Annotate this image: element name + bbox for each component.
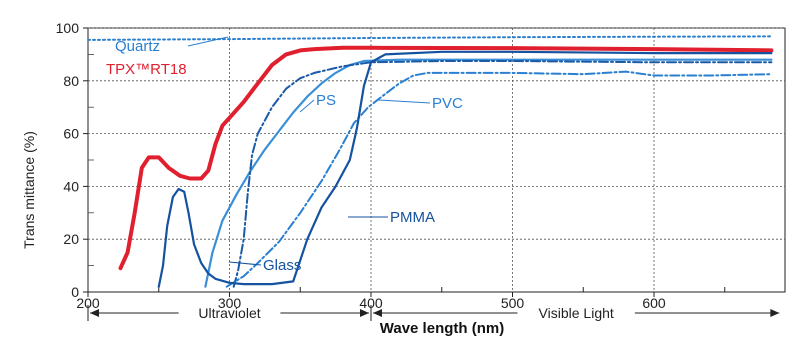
grid-lines xyxy=(88,27,785,292)
series-line-quartz xyxy=(87,35,773,41)
series-lines xyxy=(87,35,774,288)
y-axis-label: Trans mittance (%) xyxy=(21,131,37,249)
y-tick-label: 80 xyxy=(63,73,79,89)
x-tick-label: 300 xyxy=(218,295,242,311)
visible-light-label: Visible Light xyxy=(539,305,614,321)
x-tick-label: 400 xyxy=(359,295,383,311)
series-label-quartz: Quartz xyxy=(115,38,160,55)
series-label-glass: Glass xyxy=(263,257,301,274)
series-line-ps xyxy=(204,58,773,288)
series-label-ps: PS xyxy=(316,92,336,109)
x-tick-label: 500 xyxy=(501,295,525,311)
leader-line-pvc xyxy=(377,99,431,104)
y-tick-label: 100 xyxy=(56,20,80,36)
plot-area xyxy=(87,27,786,293)
region-arrow-head xyxy=(90,309,99,317)
plot-background xyxy=(87,27,786,293)
series-label-pvc: PVC xyxy=(432,95,463,112)
ultraviolet-label: Ultraviolet xyxy=(198,305,260,321)
y-tick-label: 60 xyxy=(63,126,79,142)
axes: 0 20 40 60 80 100 200 300 400 500 600 Ultraviolet Vi… xyxy=(56,20,780,321)
x-axis-label: Wave length (nm) xyxy=(380,320,504,337)
y-tick-label: 20 xyxy=(63,231,79,247)
region-arrow-head xyxy=(770,309,780,317)
series-label-tpx-rt18: TPX™RT18 xyxy=(106,61,187,78)
series-line-glass xyxy=(232,60,773,288)
leader-line-ps xyxy=(299,99,315,113)
series-labels: Quartz TPX™RT18 PS PVC Glass PMMA xyxy=(106,36,463,274)
y-tick-label: 0 xyxy=(71,284,79,300)
region-arrow-head xyxy=(373,309,382,317)
series-line-tpx-rt18 xyxy=(118,45,774,271)
x-tick-label: 200 xyxy=(76,295,100,311)
series-line-pmma xyxy=(157,50,773,288)
series-line-pvc xyxy=(225,70,773,288)
region-arrow-head xyxy=(360,309,369,317)
series-label-pmma: PMMA xyxy=(390,209,435,226)
leader-line-glass xyxy=(228,261,262,266)
leader-line-quartz xyxy=(187,36,229,47)
x-tick-label: 600 xyxy=(642,295,666,311)
y-tick-label: 40 xyxy=(63,178,79,194)
